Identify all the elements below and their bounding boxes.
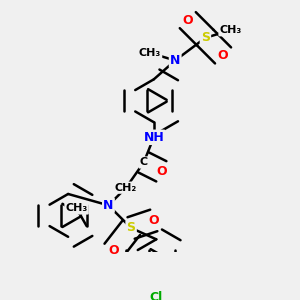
Text: CH₃: CH₃ <box>65 203 88 214</box>
Text: O: O <box>156 165 166 178</box>
Text: Cl: Cl <box>150 291 163 300</box>
Text: N: N <box>103 199 114 212</box>
Text: CH₂: CH₂ <box>115 183 137 193</box>
Text: N: N <box>170 54 180 67</box>
Text: S: S <box>201 31 210 44</box>
Text: NH: NH <box>143 131 164 144</box>
Text: CH₃: CH₃ <box>139 48 161 58</box>
Text: S: S <box>127 221 136 235</box>
Text: O: O <box>148 214 159 227</box>
Text: O: O <box>108 244 119 257</box>
Text: O: O <box>218 49 228 62</box>
Text: CH₃: CH₃ <box>220 25 242 35</box>
Text: C: C <box>140 158 148 167</box>
Text: O: O <box>182 14 193 27</box>
